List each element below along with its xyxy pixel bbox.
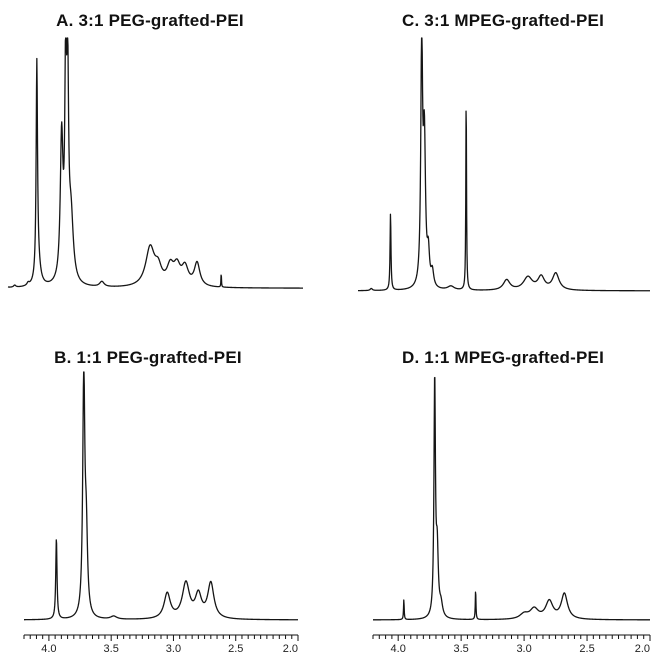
panel-a-title: A. 3:1 PEG-grafted-PEI [56,11,244,30]
x-tick-label: 2.5 [579,643,594,655]
x-tick-label: 2.0 [283,643,298,655]
x-tick-label: 2.0 [635,643,650,655]
panel-b-spectrum [23,371,299,621]
x-tick-label: 3.0 [516,643,531,655]
panel-d-x-axis: 4.0 3.5 3.0 2.5 2.0 [372,634,651,655]
x-tick-label: 3.0 [166,643,181,655]
panel-b-x-axis: 4.0 3.5 3.0 2.5 2.0 [23,634,299,655]
x-tick-label: 4.0 [391,643,406,655]
panel-a: A. 3:1 PEG-grafted-PEI [7,11,304,289]
x-tick-label: 4.0 [41,643,56,655]
panel-a-spectrum [7,37,304,289]
panel-d-spectrum [372,376,651,621]
x-tick-label: 3.5 [453,643,468,655]
panel-c: C. 3:1 MPEG-grafted-PEI [357,11,651,292]
x-tick-label: 2.5 [228,643,243,655]
panel-b: B. 1:1 PEG-grafted-PEI 4.0 3.5 3.0 2.5 2.0 [23,348,299,655]
panel-d-title: D. 1:1 MPEG-grafted-PEI [402,348,604,367]
panel-c-title: C. 3:1 MPEG-grafted-PEI [402,11,604,30]
panel-d: D. 1:1 MPEG-grafted-PEI 4.0 3.5 3.0 2.5 2.0 [372,348,651,655]
panel-c-spectrum [357,37,651,292]
x-tick-label: 3.5 [104,643,119,655]
panel-b-title: B. 1:1 PEG-grafted-PEI [54,348,242,367]
